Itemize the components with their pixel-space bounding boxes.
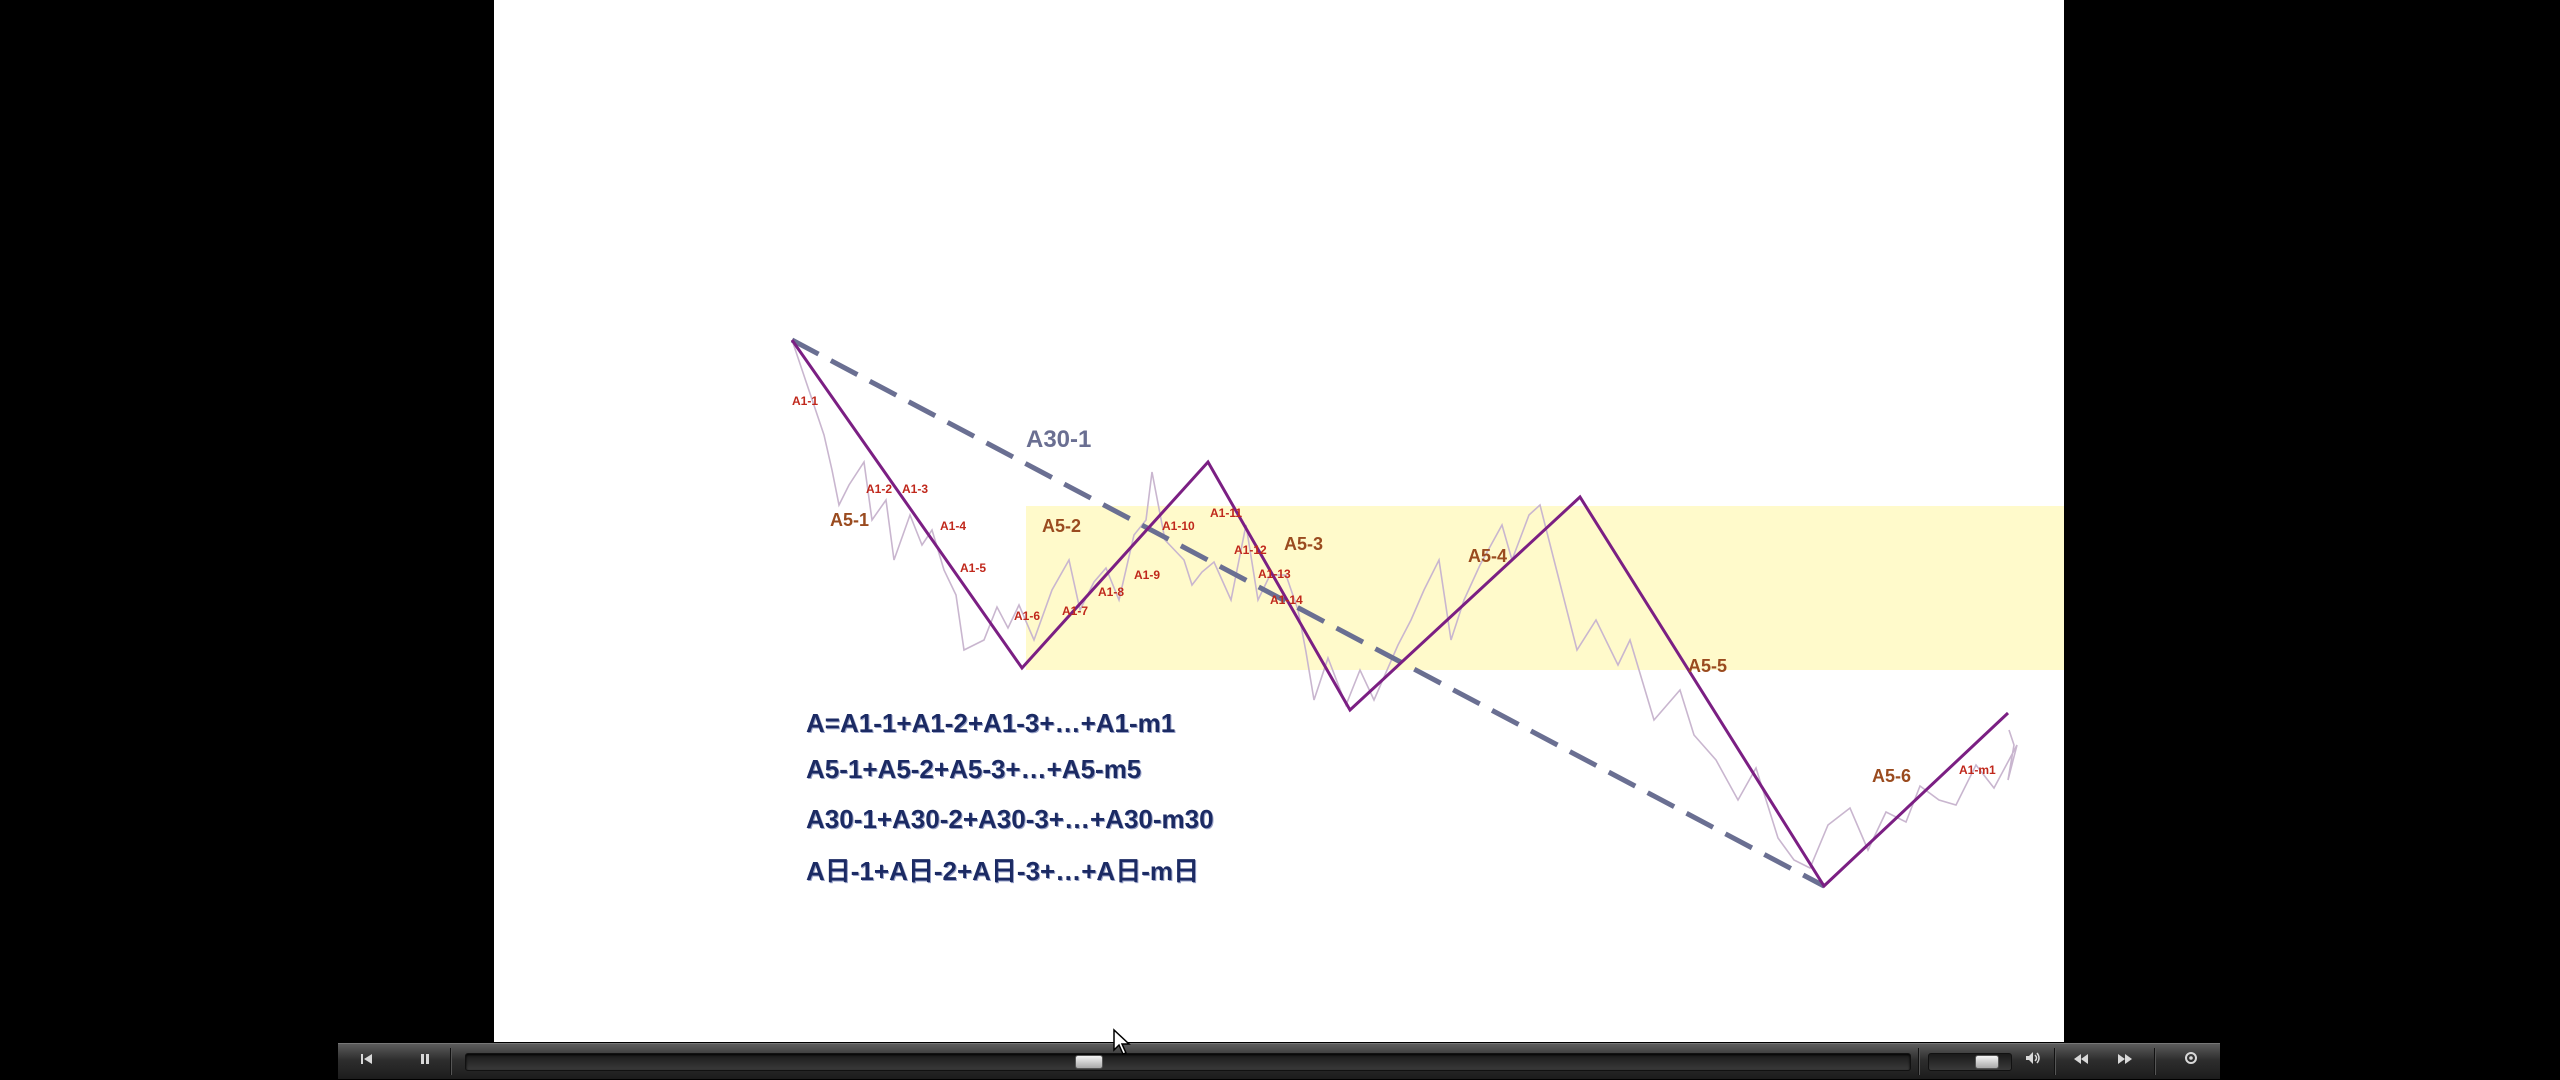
- wave-label-a5-1: A5-1: [830, 510, 869, 530]
- wave-label-a1-7: A1-7: [1062, 604, 1088, 618]
- slide-canvas: A30-1 A5-1 A5-2 A5-3 A5-4 A5-5 A5-6 A1-1…: [494, 0, 2064, 1042]
- wave-label-a1-12: A1-12: [1234, 543, 1267, 557]
- wave-label-a1-9: A1-9: [1134, 568, 1160, 582]
- mouse-cursor-icon: [1113, 1028, 1131, 1055]
- consolidation-zone: [1026, 506, 2064, 670]
- player-control-bar: [338, 1043, 2220, 1079]
- trendline-label: A30-1: [1026, 426, 1091, 453]
- formula-line-4: A日-1+A日-2+A日-3+…+A日-m日: [806, 856, 1199, 886]
- wave-label-a1-2: A1-2: [866, 482, 892, 496]
- volume-thumb[interactable]: [1975, 1055, 1999, 1069]
- formula-line-3: A30-1+A30-2+A30-3+…+A30-m30: [806, 804, 1214, 834]
- wave-label-a1-8: A1-8: [1098, 585, 1124, 599]
- wave-label-a1-m1: A1-m1: [1959, 763, 1996, 777]
- volume-icon[interactable]: [2020, 1049, 2046, 1073]
- a1-sub-wave-line: [791, 339, 2018, 870]
- wave-label-a5-3: A5-3: [1284, 534, 1323, 554]
- seek-bar[interactable]: [465, 1053, 1911, 1071]
- wave-label-a1-11: A1-11: [1210, 506, 1242, 520]
- wave-label-a1-4: A1-4: [940, 519, 966, 533]
- volume-slider[interactable]: [1928, 1053, 2012, 1071]
- wave-diagram: A30-1 A5-1 A5-2 A5-3 A5-4 A5-5 A5-6 A1-1…: [790, 337, 2064, 889]
- rewind-icon[interactable]: [2068, 1049, 2094, 1073]
- skip-back-icon[interactable]: [354, 1049, 380, 1073]
- wave-label-a1-5: A1-5: [960, 561, 986, 575]
- wave-label-a5-6: A5-6: [1872, 766, 1911, 786]
- wave-label-a5-5: A5-5: [1688, 656, 1727, 676]
- pause-icon[interactable]: [412, 1049, 438, 1073]
- a30-trendline: [790, 337, 1826, 889]
- formula-line-2: A5-1+A5-2+A5-3+…+A5-m5: [806, 754, 1142, 784]
- wave-label-a1-1: A1-1: [792, 394, 818, 408]
- formula-line-1: A=A1-1+A1-2+A1-3+…+A1-m1: [806, 708, 1176, 738]
- wave-label-a5-4: A5-4: [1468, 546, 1507, 566]
- wave-label-a1-6: A1-6: [1014, 609, 1040, 623]
- seek-thumb[interactable]: [1075, 1055, 1103, 1069]
- fast-forward-icon[interactable]: [2112, 1049, 2138, 1073]
- wave-label-a1-3: A1-3: [902, 482, 928, 496]
- settings-icon[interactable]: [2178, 1049, 2204, 1073]
- wave-label-a1-10: A1-10: [1162, 519, 1195, 533]
- a5-main-wave-line: [790, 339, 2010, 889]
- wave-label-a1-14: A1-14: [1270, 593, 1303, 607]
- wave-label-a1-13: A1-13: [1258, 567, 1291, 581]
- wave-label-a5-2: A5-2: [1042, 516, 1081, 536]
